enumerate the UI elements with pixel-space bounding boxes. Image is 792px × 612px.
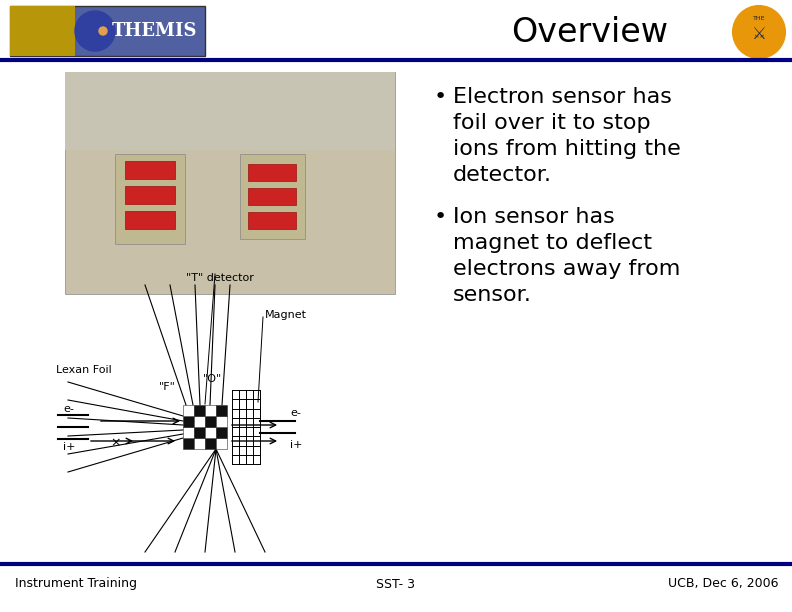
Text: ⚔: ⚔ (752, 25, 767, 43)
Bar (65, 72, 395, 150)
Text: foil over it to stop: foil over it to stop (453, 113, 650, 133)
Bar (65, 72, 395, 294)
Bar (115, 154, 185, 244)
Text: e-: e- (63, 404, 74, 414)
Text: Magnet: Magnet (265, 310, 307, 320)
Text: Electron sensor has: Electron sensor has (453, 87, 672, 107)
Bar (183, 405, 194, 416)
Text: •: • (433, 87, 447, 107)
Text: •: • (433, 207, 447, 227)
Bar (205, 416, 216, 427)
Text: Overview: Overview (512, 15, 668, 48)
Bar (125, 211, 175, 229)
Text: magnet to deflect: magnet to deflect (453, 233, 652, 253)
Bar (125, 161, 175, 179)
Text: "T" detector: "T" detector (186, 273, 254, 283)
Bar (194, 438, 205, 449)
Text: Lexan Foil: Lexan Foil (56, 365, 112, 375)
Text: "F": "F" (158, 382, 176, 392)
Bar (216, 405, 227, 416)
Bar (248, 188, 296, 205)
Bar (183, 427, 194, 438)
Bar (10, 6, 75, 56)
Bar (125, 186, 175, 204)
Text: Ion sensor has: Ion sensor has (453, 207, 615, 227)
Text: ions from hitting the: ions from hitting the (453, 139, 681, 159)
Text: Instrument Training: Instrument Training (15, 578, 137, 591)
Bar (248, 212, 296, 229)
Text: "O": "O" (204, 374, 223, 384)
Circle shape (75, 11, 115, 51)
Text: e-: e- (290, 408, 301, 418)
Text: THEMIS: THEMIS (112, 22, 198, 40)
Bar (10, 6, 205, 56)
Bar (183, 416, 194, 427)
Bar (194, 427, 205, 438)
Text: ×: × (111, 436, 121, 449)
Bar (183, 438, 194, 449)
Bar (205, 438, 216, 449)
Bar (216, 427, 227, 438)
Bar (216, 438, 227, 449)
Text: SST- 3: SST- 3 (376, 578, 416, 591)
Text: detector.: detector. (453, 165, 552, 185)
Bar (205, 405, 216, 416)
Text: i+: i+ (63, 442, 75, 452)
Text: sensor.: sensor. (453, 285, 532, 305)
Text: electrons away from: electrons away from (453, 259, 680, 279)
Circle shape (99, 27, 107, 35)
Bar (240, 154, 305, 239)
Circle shape (733, 6, 785, 58)
Text: THE: THE (752, 17, 765, 21)
Text: i+: i+ (290, 440, 303, 450)
Bar (248, 164, 296, 181)
Bar (194, 416, 205, 427)
Text: UCB, Dec 6, 2006: UCB, Dec 6, 2006 (668, 578, 778, 591)
Bar (194, 405, 205, 416)
Bar (205, 427, 216, 438)
Bar (216, 416, 227, 427)
